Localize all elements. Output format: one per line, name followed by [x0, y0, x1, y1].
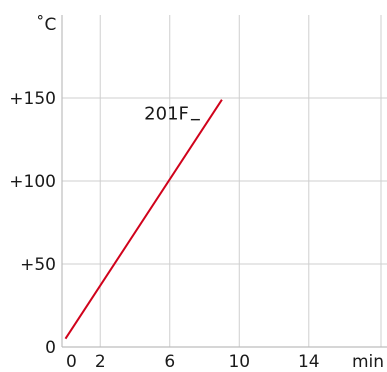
y-tick-label: +150: [9, 89, 56, 109]
y-tick-label: 0: [45, 338, 56, 358]
y-tick-label: +100: [9, 172, 56, 192]
y-tick-labels: 0 +50 +100 +150: [9, 89, 56, 358]
series-line: [64, 99, 223, 340]
x-tick-label: 6: [164, 352, 175, 372]
y-tick-label: +50: [20, 255, 56, 275]
series: 201F: [64, 99, 223, 340]
x-tick-labels: 0 2 6 10 14: [66, 352, 320, 372]
grid: [62, 15, 387, 347]
x-unit-label: min: [352, 352, 384, 372]
y-unit-label: ˚C: [36, 14, 56, 35]
axes: [61, 15, 387, 348]
x-tick-label: 14: [298, 352, 320, 372]
x-tick-label: 2: [95, 352, 106, 372]
x-tick-label: 10: [228, 352, 250, 372]
x-tick-label: 0: [66, 352, 77, 372]
series-label: 201F: [144, 104, 189, 125]
